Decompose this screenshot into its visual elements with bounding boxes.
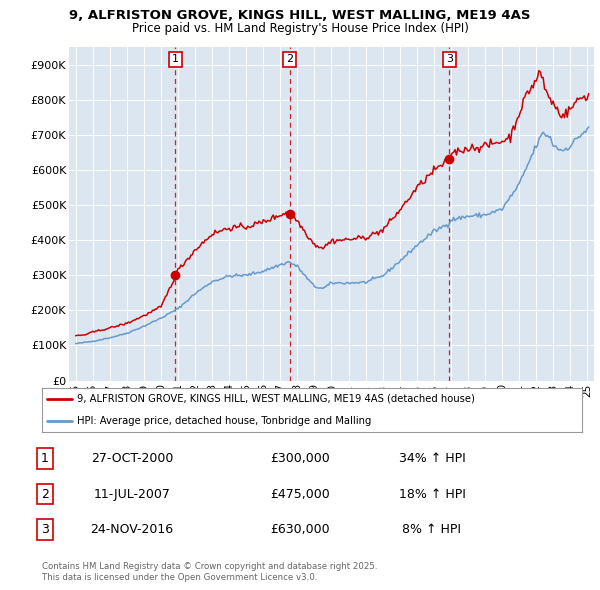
Text: 9, ALFRISTON GROVE, KINGS HILL, WEST MALLING, ME19 4AS (detached house): 9, ALFRISTON GROVE, KINGS HILL, WEST MAL… [77, 394, 475, 404]
Text: 3: 3 [41, 523, 49, 536]
Text: £300,000: £300,000 [270, 452, 330, 466]
Text: Contains HM Land Registry data © Crown copyright and database right 2025.
This d: Contains HM Land Registry data © Crown c… [42, 562, 377, 582]
Text: 34% ↑ HPI: 34% ↑ HPI [398, 452, 466, 466]
Text: 2: 2 [286, 54, 293, 64]
Text: Price paid vs. HM Land Registry's House Price Index (HPI): Price paid vs. HM Land Registry's House … [131, 22, 469, 35]
Text: £475,000: £475,000 [270, 487, 330, 501]
Text: 11-JUL-2007: 11-JUL-2007 [94, 487, 170, 501]
Text: 24-NOV-2016: 24-NOV-2016 [91, 523, 173, 536]
Text: HPI: Average price, detached house, Tonbridge and Malling: HPI: Average price, detached house, Tonb… [77, 416, 371, 426]
Text: 9, ALFRISTON GROVE, KINGS HILL, WEST MALLING, ME19 4AS: 9, ALFRISTON GROVE, KINGS HILL, WEST MAL… [69, 9, 531, 22]
Text: 27-OCT-2000: 27-OCT-2000 [91, 452, 173, 466]
Text: 3: 3 [446, 54, 453, 64]
Text: 18% ↑ HPI: 18% ↑ HPI [398, 487, 466, 501]
Text: 1: 1 [41, 452, 49, 466]
Text: 1: 1 [172, 54, 179, 64]
Text: 8% ↑ HPI: 8% ↑ HPI [403, 523, 461, 536]
Text: £630,000: £630,000 [270, 523, 330, 536]
Text: 2: 2 [41, 487, 49, 501]
